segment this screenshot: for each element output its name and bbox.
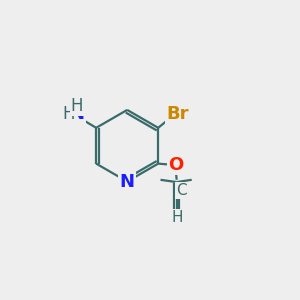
Text: H: H <box>172 210 183 225</box>
Text: C: C <box>176 183 187 198</box>
Text: N: N <box>70 105 85 123</box>
Text: H: H <box>62 105 75 123</box>
Text: N: N <box>120 172 135 190</box>
Text: Br: Br <box>167 105 189 123</box>
Text: H: H <box>71 97 83 115</box>
Text: O: O <box>169 156 184 174</box>
